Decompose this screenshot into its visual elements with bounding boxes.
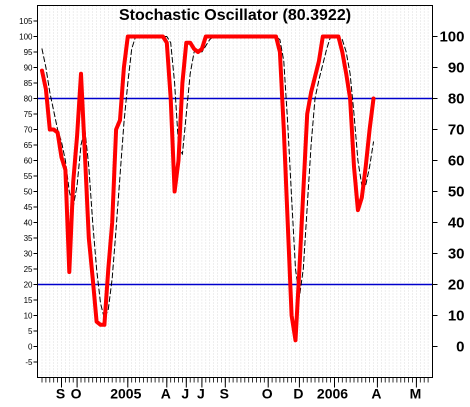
month-label: J	[197, 386, 205, 402]
left-tick-label: 0	[28, 343, 33, 352]
chart-title: Stochastic Oscillator (80.3922)	[119, 7, 351, 24]
month-label: D	[293, 386, 303, 402]
left-tick-label: 45	[24, 203, 33, 212]
left-tick-label: 75	[24, 110, 33, 119]
month-label: O	[71, 386, 82, 402]
right-tick-label: 80	[448, 91, 465, 108]
month-label: A	[161, 386, 171, 402]
series-layer	[40, 34, 376, 343]
left-tick-label: 20	[24, 281, 33, 290]
left-tick-label: 85	[24, 79, 33, 88]
left-tick-label: 40	[24, 219, 33, 228]
left-tick-label: 90	[24, 64, 33, 73]
right-tick-label: 0	[456, 339, 464, 356]
left-tick-label: 10	[24, 312, 33, 321]
stochastic-line	[40, 34, 376, 343]
month-label: J	[181, 386, 189, 402]
right-tick-label: 100	[439, 29, 464, 46]
left-tick-label: 100	[19, 33, 33, 42]
right-tick-label: 40	[448, 215, 465, 232]
month-label: 2005	[110, 386, 141, 402]
left-axis: -5 0 5 10 15 20 25 30 35 40 45 50 55 60 65 70 75 80 85 90 95…	[19, 17, 38, 367]
right-tick-label: 20	[448, 277, 465, 294]
month-label: M	[410, 386, 422, 402]
right-tick-label: 60	[448, 153, 465, 170]
bottom-axis: S O 2005 A J J S O D 2006 A M	[41, 377, 429, 402]
left-tick-label: 80	[24, 95, 33, 104]
left-tick-label: -5	[25, 358, 33, 367]
right-tick-label: 30	[448, 246, 465, 263]
right-axis: 0 10 20 30 40 50 60 70 80 90 100	[432, 29, 465, 356]
month-label: A	[371, 386, 381, 402]
left-tick-label: 35	[24, 234, 33, 243]
left-tick-label: 105	[19, 17, 33, 26]
left-tick-label: 15	[24, 296, 33, 305]
left-tick-label: 60	[24, 157, 33, 166]
left-tick-label: 30	[24, 250, 33, 259]
left-tick-label: 95	[24, 48, 33, 57]
left-tick-label: 55	[24, 172, 33, 181]
left-tick-label: 70	[24, 126, 33, 135]
reference-lines	[37, 97, 433, 286]
right-tick-label: 50	[448, 184, 465, 201]
left-tick-label: 25	[24, 265, 33, 274]
right-tick-label: 10	[448, 308, 465, 325]
right-tick-label: 90	[448, 60, 465, 77]
right-tick-label: 70	[448, 122, 465, 139]
signal-line	[41, 36, 374, 320]
left-tick-label: 65	[24, 141, 33, 150]
left-tick-label: 5	[28, 327, 33, 336]
month-label: S	[56, 386, 65, 402]
month-label: 2006	[317, 386, 348, 402]
month-label: O	[262, 386, 273, 402]
month-label: S	[220, 386, 229, 402]
left-tick-label: 50	[24, 188, 33, 197]
